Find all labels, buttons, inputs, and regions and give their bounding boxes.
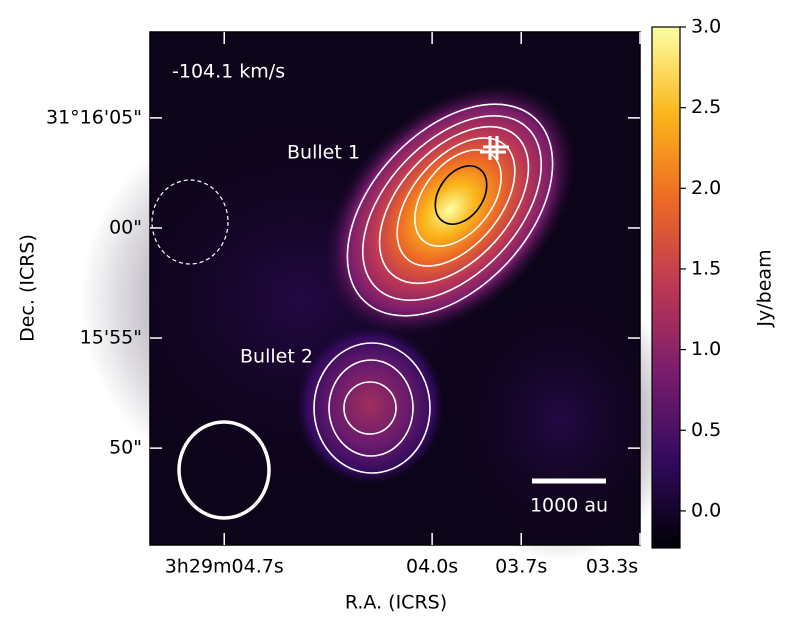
y-tick-label: 31°16'05" [46,106,142,128]
x-tick-label: 03.3s [586,556,638,578]
x-tick-label: 3h29m04.7s [165,556,284,578]
x-axis-label: R.A. (ICRS) [345,592,447,614]
image-panel [80,31,680,560]
colorbar-tick-label: 2.5 [691,96,721,118]
y-tick-label: 15'55" [80,327,142,349]
scale-bar-label: 1000 au [530,495,608,517]
x-tick-label: 04.0s [406,556,458,578]
y-axis-label: Dec. (ICRS) [17,234,39,342]
colorbar-tick-label: 3.0 [691,16,721,38]
bullet-label: Bullet 2 [240,346,313,368]
colorbar-label: Jy/beam [754,249,776,327]
colorbar-tick-label: 0.0 [691,499,721,521]
colorbar-tick-label: 0.5 [691,419,721,441]
y-tick-label: 50" [109,437,142,459]
colorbar [651,26,681,549]
colorbar-tick-label: 1.5 [691,257,721,279]
colorbar-tick-label: 2.0 [691,177,721,199]
y-tick-label: 00" [109,216,142,238]
velocity-label: -104.1 km/s [172,61,285,83]
bullet-label: Bullet 1 [287,142,360,164]
x-tick-label: 03.7s [495,556,547,578]
colorbar-tick-label: 1.0 [691,338,721,360]
